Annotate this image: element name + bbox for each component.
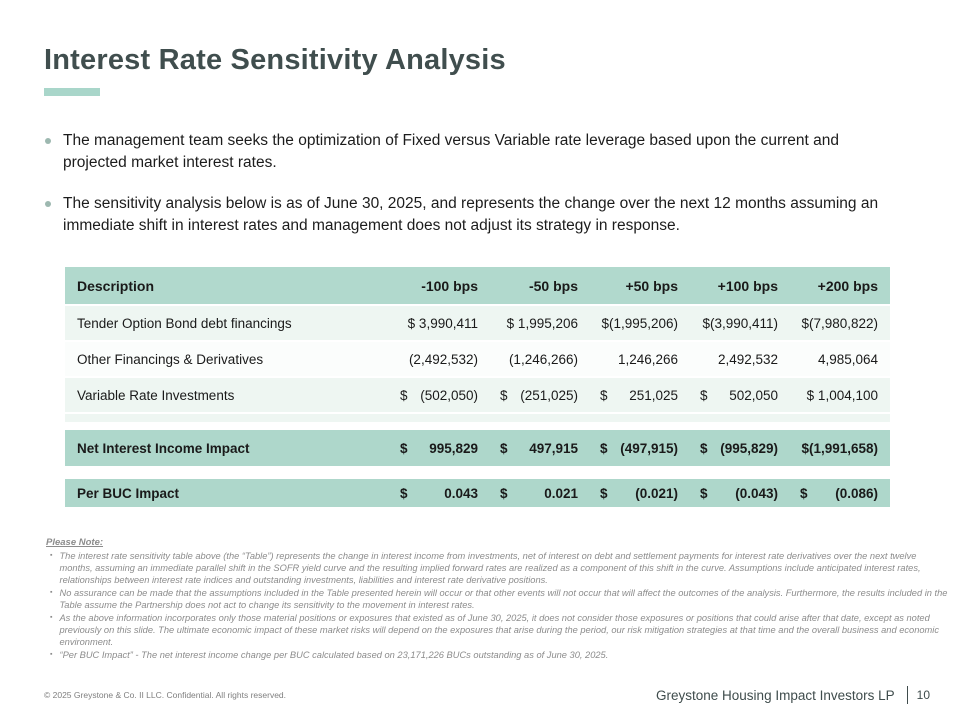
slide-footer: © 2025 Greystone & Co. II LLC. Confident… bbox=[44, 686, 930, 704]
footnote-bullet-marker: ▪ bbox=[50, 614, 53, 621]
footnote-item: ▪ “Per BUC Impact” - The net interest in… bbox=[46, 649, 948, 661]
footnotes-heading: Please Note: bbox=[46, 537, 104, 548]
table-cell: $(3,990,411) bbox=[702, 315, 778, 331]
footnote-bullet-marker: ▪ bbox=[50, 651, 53, 658]
bullet-item: The management team seeks the optimizati… bbox=[44, 130, 906, 174]
table-row: Variable Rate Investments $ (502,050) $ (2… bbox=[65, 378, 890, 412]
table-cell: $497,915 bbox=[500, 440, 578, 456]
table-cell: (2,492,532) bbox=[408, 351, 478, 367]
footnote-item: ▪ As the above information incorporates … bbox=[46, 612, 948, 648]
net-interest-income-impact-row: Net Interest Income Impact $995,829 $497… bbox=[65, 430, 890, 466]
column-header-plus200: +200 bps bbox=[817, 277, 878, 294]
table-body-padding bbox=[65, 414, 890, 422]
row-label: Variable Rate Investments bbox=[77, 387, 235, 403]
table-header-row: Description -100 bps -50 bps +50 bps +10… bbox=[65, 267, 890, 304]
footnote-text: The interest rate sensitivity table abov… bbox=[59, 551, 921, 585]
table-cell: (1,246,266) bbox=[508, 351, 578, 367]
table-cell: 1,246,266 bbox=[617, 351, 678, 367]
copyright-text: © 2025 Greystone & Co. II LLC. Confident… bbox=[44, 690, 287, 700]
bullet-marker bbox=[45, 201, 51, 207]
table-cell: $ (502,050) bbox=[400, 387, 478, 403]
company-name: Greystone Housing Impact Investors LP bbox=[656, 687, 895, 703]
table-cell: $ (497,915) bbox=[600, 440, 678, 456]
table-cell: $251,025 bbox=[600, 387, 678, 403]
table-cell: $0.043 bbox=[400, 485, 478, 501]
row-label: Other Financings & Derivatives bbox=[77, 351, 264, 367]
row-label: Tender Option Bond debt financings bbox=[77, 315, 292, 331]
sensitivity-table: Description -100 bps -50 bps +50 bps +10… bbox=[65, 267, 890, 507]
table-row: Other Financings & Derivatives (2,492,53… bbox=[65, 342, 890, 376]
table-cell: $(7,980,822) bbox=[801, 315, 878, 331]
title-accent-bar bbox=[44, 88, 100, 96]
footnote-text: “Per BUC Impact” - The net interest inco… bbox=[59, 650, 609, 660]
table-cell: $ 1,004,100 bbox=[806, 387, 878, 403]
bullet-item: The sensitivity analysis below is as of … bbox=[44, 193, 906, 237]
footer-right: Greystone Housing Impact Investors LP 10 bbox=[656, 686, 930, 704]
table-cell: $ 3,990,411 bbox=[407, 315, 478, 331]
table-cell: $ (0.086) bbox=[800, 485, 878, 501]
table-cell: $995,829 bbox=[400, 440, 478, 456]
footnote-item: ▪ The interest rate sensitivity table ab… bbox=[46, 550, 948, 586]
column-header-minus100: -100 bps bbox=[421, 277, 478, 294]
table-cell: $502,050 bbox=[700, 387, 778, 403]
bullet-list: The management team seeks the optimizati… bbox=[44, 130, 906, 237]
per-buc-impact-row: Per BUC Impact $0.043 $0.021 $ (0.021) $(… bbox=[65, 479, 890, 507]
column-header-minus50: -50 bps bbox=[528, 277, 578, 294]
bullet-marker bbox=[45, 138, 51, 144]
bullet-text: The sensitivity analysis below is as of … bbox=[63, 195, 879, 234]
row-label: Net Interest Income Impact bbox=[77, 440, 250, 456]
page-number: 10 bbox=[916, 688, 930, 702]
table-cell: 4,985,064 bbox=[817, 351, 878, 367]
row-label: Per BUC Impact bbox=[77, 485, 180, 501]
table-cell: $(1,995,206) bbox=[601, 315, 678, 331]
bullet-text: The management team seeks the optimizati… bbox=[63, 132, 840, 171]
table-row: Tender Option Bond debt financings $ 3,9… bbox=[65, 306, 890, 340]
table-cell: 2,492,532 bbox=[717, 351, 778, 367]
column-header-plus50: +50 bps bbox=[625, 277, 678, 294]
table-cell: $ (995,829) bbox=[700, 440, 778, 456]
table-cell: $ (0.021) bbox=[600, 485, 678, 501]
footnote-text: No assurance can be made that the assump… bbox=[59, 588, 948, 610]
table-cell: $0.021 bbox=[500, 485, 578, 501]
page-title: Interest Rate Sensitivity Analysis bbox=[44, 44, 506, 76]
table-cell: $ (251,025) bbox=[500, 387, 578, 403]
footer-divider bbox=[906, 686, 908, 704]
footnote-text: As the above information incorporates on… bbox=[59, 613, 940, 647]
footnote-bullet-marker: ▪ bbox=[50, 552, 53, 559]
table-cell: $(1,991,658) bbox=[801, 440, 878, 456]
footnote-item: ▪ No assurance can be made that the assu… bbox=[46, 587, 948, 611]
footnotes-section: Please Note: ▪ The interest rate sensiti… bbox=[46, 537, 948, 661]
table-cell: $ 1,995,206 bbox=[506, 315, 578, 331]
column-header-plus100: +100 bps bbox=[717, 277, 778, 294]
column-header-description: Description bbox=[77, 277, 155, 294]
table-cell: $ (0.043) bbox=[700, 485, 778, 501]
footnote-bullet-marker: ▪ bbox=[50, 589, 53, 596]
